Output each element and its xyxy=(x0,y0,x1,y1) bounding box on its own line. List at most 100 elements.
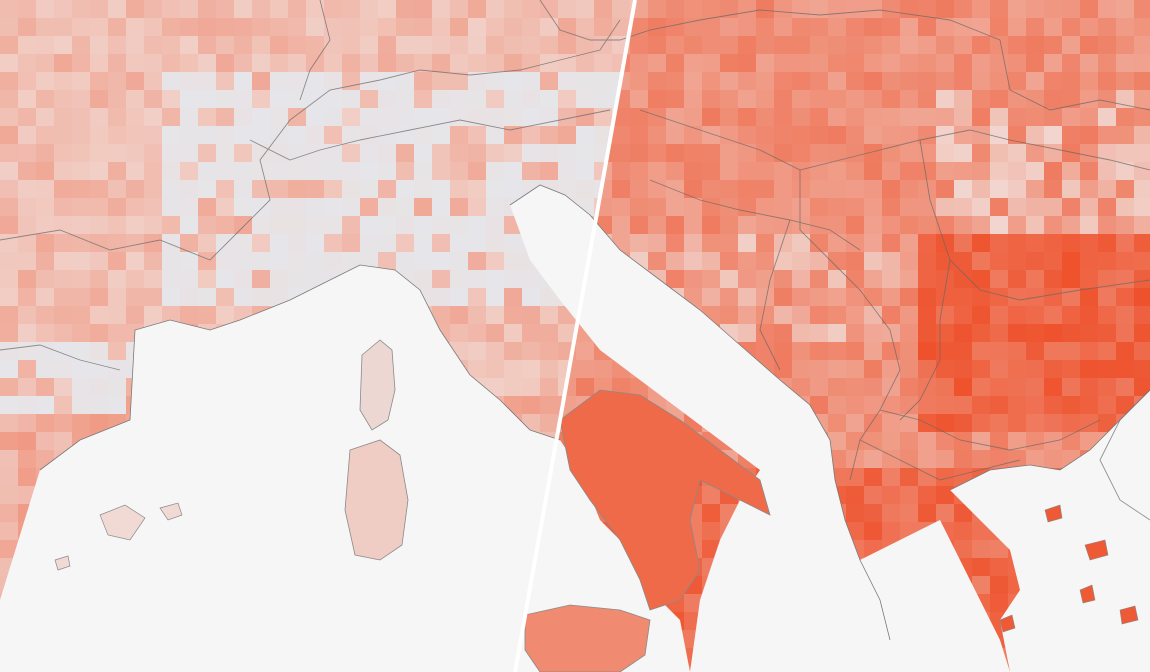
heat-cell xyxy=(594,576,613,595)
heat-cell xyxy=(144,522,163,541)
heat-cell xyxy=(306,306,325,325)
heat-cell xyxy=(396,126,415,145)
heat-cell xyxy=(288,396,307,415)
heat-cell xyxy=(72,72,91,91)
heat-cell xyxy=(486,108,505,127)
heat-cell xyxy=(918,180,937,199)
heat-cell xyxy=(810,324,829,343)
heat-cell xyxy=(1134,360,1150,379)
heat-cell xyxy=(666,378,685,397)
heat-cell xyxy=(540,558,559,577)
heat-cell xyxy=(432,630,451,649)
heat-cell xyxy=(18,342,37,361)
heat-cell xyxy=(756,306,775,325)
heat-cell xyxy=(882,162,901,181)
heat-cell xyxy=(252,504,271,523)
heat-cell xyxy=(324,54,343,73)
heat-cell xyxy=(162,36,181,55)
heat-cell xyxy=(180,90,199,109)
heat-cell xyxy=(1098,342,1117,361)
heat-cell xyxy=(288,648,307,667)
heat-cell xyxy=(828,36,847,55)
heat-cell xyxy=(342,252,361,271)
heat-cell xyxy=(1134,540,1150,559)
heat-cell xyxy=(432,360,451,379)
heat-cell xyxy=(882,36,901,55)
heat-cell xyxy=(1008,144,1027,163)
heat-cell xyxy=(144,576,163,595)
heat-cell xyxy=(684,54,703,73)
heat-cell xyxy=(990,360,1009,379)
heat-cell xyxy=(36,72,55,91)
heat-cell xyxy=(846,162,865,181)
heat-cell xyxy=(792,504,811,523)
heat-cell xyxy=(1008,288,1027,307)
heat-cell xyxy=(954,18,973,37)
heat-cell xyxy=(162,594,181,613)
heat-cell xyxy=(216,54,235,73)
heat-cell xyxy=(936,270,955,289)
heat-cell xyxy=(0,468,19,487)
heat-cell xyxy=(1026,630,1045,649)
heat-cell xyxy=(342,288,361,307)
heat-cell xyxy=(432,108,451,127)
heat-cell xyxy=(378,216,397,235)
heat-cell xyxy=(414,54,433,73)
heat-cell xyxy=(792,360,811,379)
heat-cell xyxy=(198,594,217,613)
heat-cell xyxy=(54,432,73,451)
heat-cell xyxy=(972,666,991,672)
heat-cell xyxy=(1116,666,1135,672)
heat-cell xyxy=(18,216,37,235)
heat-cell xyxy=(216,0,235,19)
heat-cell xyxy=(54,630,73,649)
heat-cell xyxy=(792,144,811,163)
heat-cell xyxy=(216,342,235,361)
heat-cell xyxy=(1062,486,1081,505)
heat-cell xyxy=(486,648,505,667)
heat-cell xyxy=(90,432,109,451)
heat-cell xyxy=(864,252,883,271)
heat-cell xyxy=(1098,648,1117,667)
heat-cell xyxy=(1008,540,1027,559)
heat-cell xyxy=(270,666,289,672)
heat-cell xyxy=(450,396,469,415)
heat-cell xyxy=(702,522,721,541)
heat-cell xyxy=(54,468,73,487)
heat-cell xyxy=(1080,612,1099,631)
heat-cell xyxy=(54,306,73,325)
heat-cell xyxy=(1044,0,1063,19)
heat-cell xyxy=(72,144,91,163)
heat-cell xyxy=(90,486,109,505)
heat-cell xyxy=(846,414,865,433)
heat-cell xyxy=(630,324,649,343)
heat-cell xyxy=(990,252,1009,271)
heat-cell xyxy=(882,504,901,523)
heat-cell xyxy=(1062,414,1081,433)
heat-cell xyxy=(846,486,865,505)
heat-cell xyxy=(270,198,289,217)
heat-cell xyxy=(216,540,235,559)
heat-cell xyxy=(234,54,253,73)
heat-cell xyxy=(270,414,289,433)
heat-cell xyxy=(504,540,523,559)
heat-cell xyxy=(18,18,37,37)
heat-cell xyxy=(720,252,739,271)
heat-cell xyxy=(216,324,235,343)
heat-cell xyxy=(1062,54,1081,73)
heat-cell xyxy=(270,324,289,343)
heat-cell xyxy=(450,144,469,163)
heat-cell xyxy=(954,486,973,505)
heat-cell xyxy=(1008,180,1027,199)
heat-cell xyxy=(576,108,595,127)
heat-cell xyxy=(990,108,1009,127)
heat-cell xyxy=(918,450,937,469)
heat-cell xyxy=(954,324,973,343)
heat-cell xyxy=(18,144,37,163)
heat-cell xyxy=(810,468,829,487)
heat-cell xyxy=(144,306,163,325)
heat-cell xyxy=(288,540,307,559)
heat-cell xyxy=(720,0,739,19)
heat-cell xyxy=(72,576,91,595)
heat-cell xyxy=(486,144,505,163)
